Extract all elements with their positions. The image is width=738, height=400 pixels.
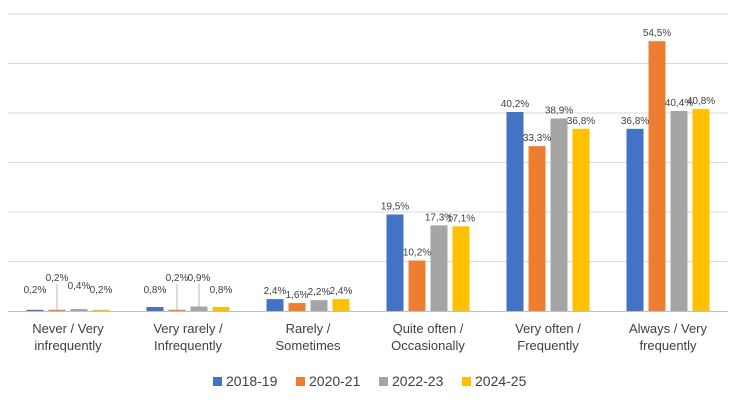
data-label-2022-23-0: 0,4% xyxy=(68,281,91,292)
legend-swatch-2024-25 xyxy=(462,377,471,386)
bar-2022-23-0 xyxy=(70,309,88,311)
bar-2024-25-0 xyxy=(92,309,110,311)
bar-2020-21-1 xyxy=(168,309,186,311)
data-label-2018-19-0: 0,2% xyxy=(24,285,47,296)
bar-2022-23-4 xyxy=(550,118,568,311)
bar-2018-19-1 xyxy=(146,307,164,311)
legend-swatch-2020-21 xyxy=(296,377,305,386)
data-label-2018-19-2: 2,4% xyxy=(264,286,287,297)
bar-2018-19-2 xyxy=(266,299,284,311)
data-label-2024-25-5: 40,8% xyxy=(687,96,715,107)
bar-2024-25-5 xyxy=(692,109,710,311)
legend-label-2024-25: 2024-25 xyxy=(475,373,527,389)
legend-swatch-2018-19 xyxy=(213,377,222,386)
data-label-2022-23-2: 2,2% xyxy=(308,287,331,298)
bar-2022-23-2 xyxy=(310,300,328,311)
bar-2024-25-1 xyxy=(212,307,230,311)
data-label-2024-25-2: 2,4% xyxy=(330,286,353,297)
data-label-2018-19-1: 0,8% xyxy=(144,285,167,296)
data-label-2022-23-5: 40,4% xyxy=(665,98,693,109)
data-label-2018-19-3: 19,5% xyxy=(381,201,409,212)
data-label-2020-21-4: 33,3% xyxy=(523,133,551,144)
bar-2024-25-2 xyxy=(332,299,350,311)
data-labels: 0,2% 0,8% 2,4%19,5%40,2%36,8%0,2% 0,2%1,6%1… xyxy=(24,28,716,301)
data-label-2024-25-1: 0,8% xyxy=(210,285,233,296)
data-label-2024-25-4: 36,8% xyxy=(567,116,595,127)
data-label-2022-23-1: 0,9% xyxy=(188,273,211,284)
leader-lines xyxy=(56,284,200,310)
category-labels: Never / Very infrequently Very rarely / Inf… xyxy=(32,321,707,353)
bar-2018-19-3 xyxy=(386,214,404,311)
bars xyxy=(26,41,710,312)
legend-label-2022-23: 2022-23 xyxy=(392,373,444,389)
bar-2018-19-4 xyxy=(506,112,524,311)
category-label-4: Very often / Frequently xyxy=(515,321,581,353)
data-label-2024-25-0: 0,2% xyxy=(90,285,113,296)
legend-label-2018-19: 2018-19 xyxy=(226,373,278,389)
data-label-2022-23-4: 38,9% xyxy=(545,105,573,116)
data-label-2020-21-5: 54,5% xyxy=(643,28,671,39)
bar-2018-19-0 xyxy=(26,309,44,311)
data-label-2020-21-1: 0,2% xyxy=(166,273,189,284)
bar-2020-21-2 xyxy=(288,303,306,311)
category-label-5: Always / Very frequently xyxy=(629,321,708,353)
bar-2020-21-5 xyxy=(648,41,666,311)
bar-2022-23-3 xyxy=(430,225,448,311)
bar-2020-21-4 xyxy=(528,146,546,311)
bar-2024-25-4 xyxy=(572,128,590,311)
category-label-1: Very rarely / Infrequently xyxy=(153,321,223,353)
bar-2022-23-5 xyxy=(670,111,688,312)
data-label-2020-21-2: 1,6% xyxy=(286,290,309,301)
data-label-2020-21-0: 0,2% xyxy=(46,273,69,284)
category-label-0: Never / Very infrequently xyxy=(32,321,104,353)
data-label-2018-19-4: 40,2% xyxy=(501,99,529,110)
category-label-2: Rarely / Sometimes xyxy=(275,321,341,353)
legend: 2018-19 2020-21 2022-23 2024-25 xyxy=(213,373,527,389)
legend-swatch-2022-23 xyxy=(379,377,388,386)
bar-2018-19-5 xyxy=(626,128,644,311)
data-label-2022-23-3: 17,3% xyxy=(425,212,453,223)
data-label-2020-21-3: 10,2% xyxy=(403,248,431,259)
data-label-2024-25-3: 17,1% xyxy=(447,213,475,224)
bar-2020-21-0 xyxy=(48,309,66,311)
data-label-2018-19-5: 36,8% xyxy=(621,116,649,127)
category-label-3: Quite often / Occasionally xyxy=(391,321,465,353)
bar-2020-21-3 xyxy=(408,260,426,311)
bar-2024-25-3 xyxy=(452,226,470,311)
gridlines xyxy=(8,13,728,262)
legend-label-2020-21: 2020-21 xyxy=(309,373,361,389)
